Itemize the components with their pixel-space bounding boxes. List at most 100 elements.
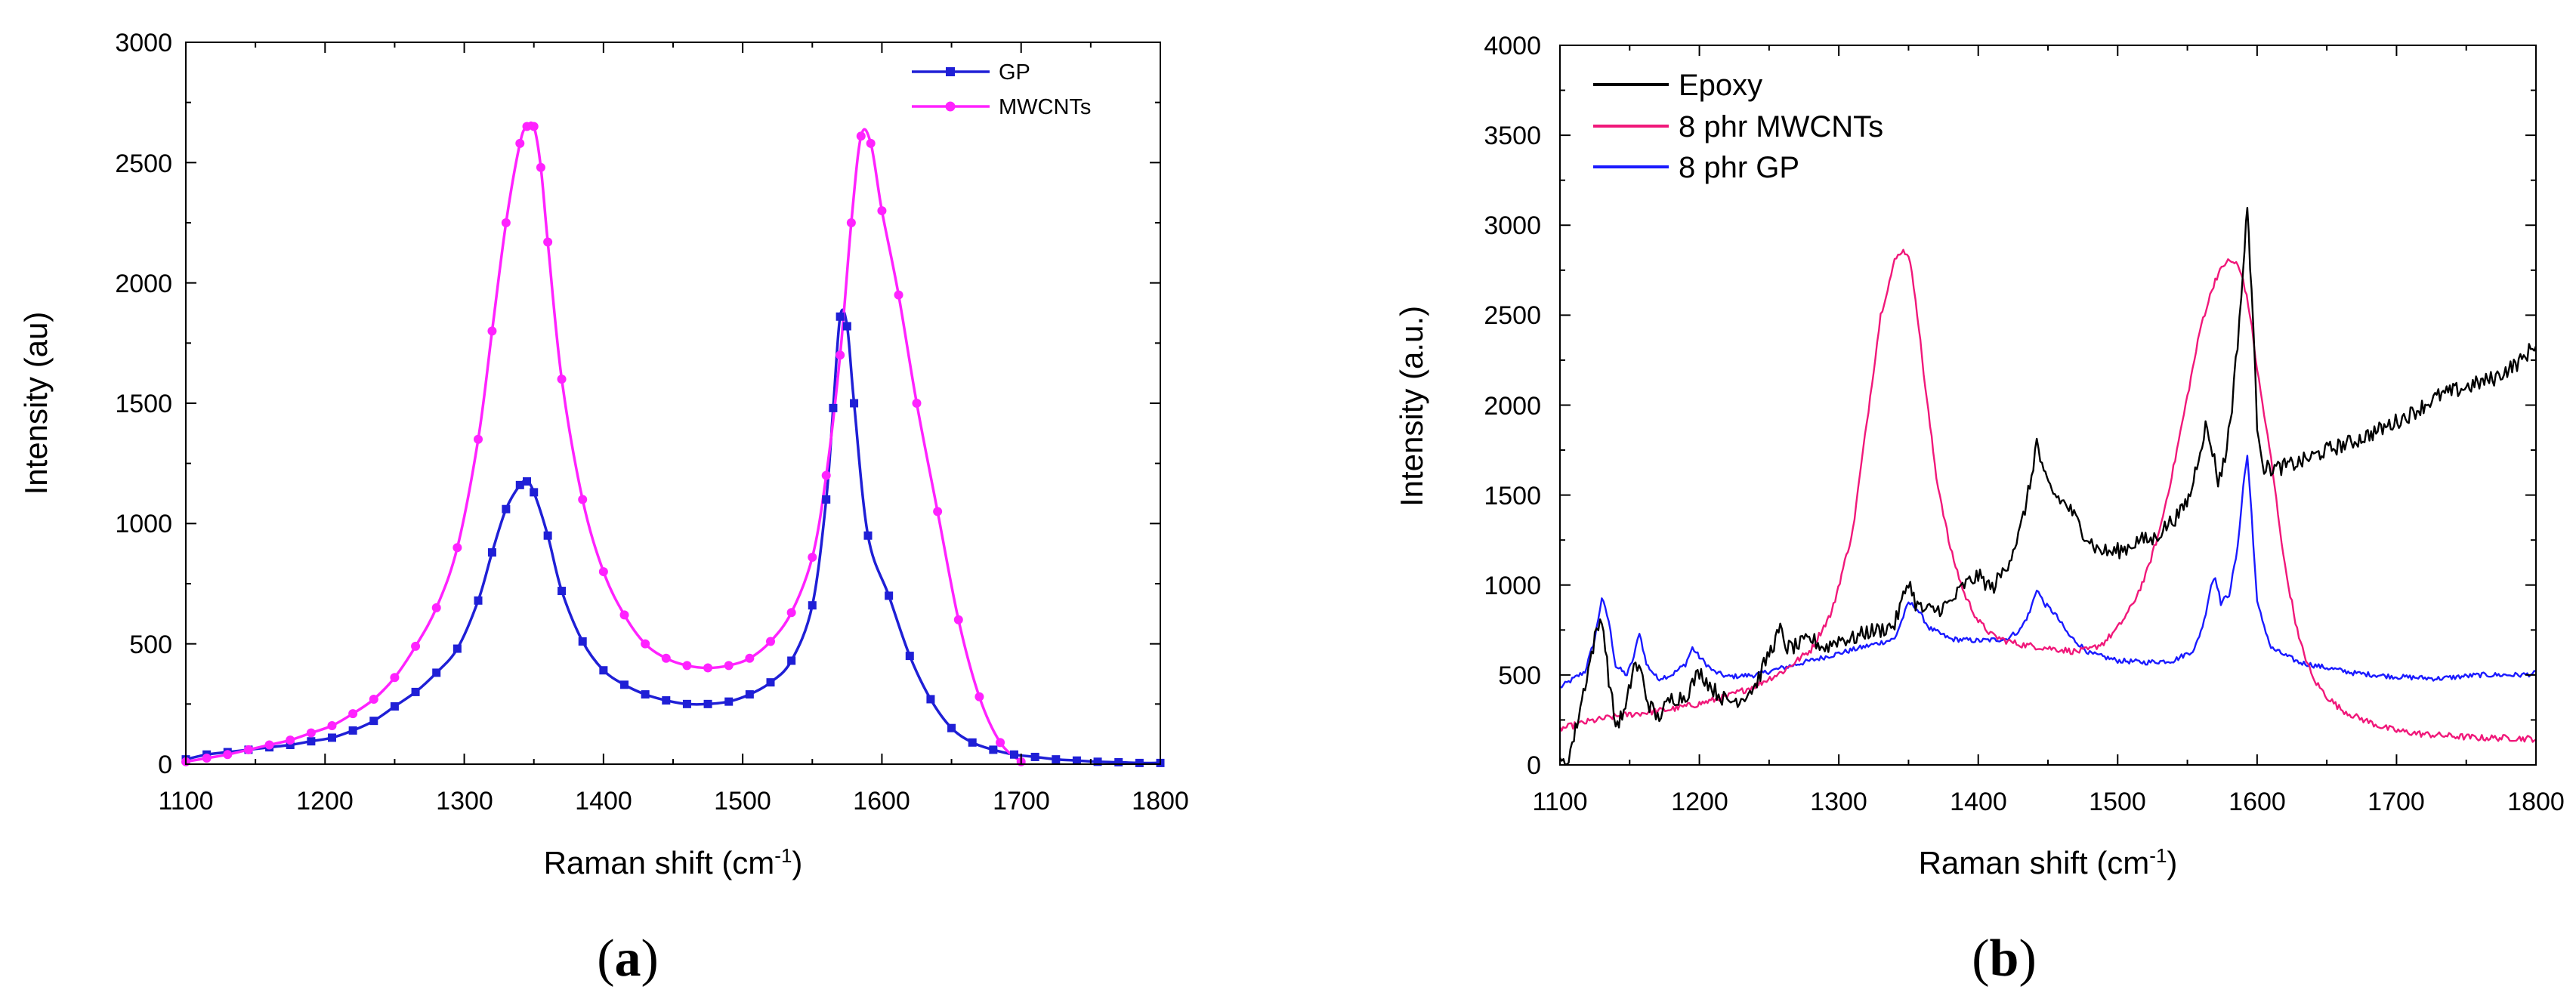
- data-point-gp: [745, 690, 754, 699]
- data-point-mwcnts: [912, 399, 922, 408]
- panel-a-y-tick-label: 3000: [115, 29, 172, 57]
- legend-item-8-phr-mwcnts: 8 phr MWCNTs: [1593, 110, 1883, 143]
- data-point-mwcnts: [766, 637, 775, 646]
- data-point-mwcnts: [598, 567, 608, 577]
- panel-b-y-tick-label: 1000: [1484, 572, 1541, 600]
- legend-marker-gp: [946, 67, 955, 76]
- legend-item-epoxy: Epoxy: [1593, 69, 1762, 102]
- panel-b-x-axis-title-sup: -1: [2149, 844, 2167, 867]
- panel-a-y-axis-title: Intensity (au): [18, 312, 54, 495]
- data-point-gp: [829, 403, 838, 412]
- data-point-mwcnts: [808, 552, 817, 562]
- data-point-gp: [863, 531, 873, 540]
- panel-b-x-tick-label: 1700: [2368, 788, 2425, 816]
- data-point-mwcnts: [724, 661, 734, 671]
- panel-a-label-paren-close: ): [641, 930, 659, 988]
- panel-b-x-tick-label: 1100: [1532, 788, 1587, 816]
- panel-b-series-layer: [1558, 207, 2537, 766]
- panel-a-y-tick-label: 2500: [115, 150, 172, 178]
- data-point-gp: [599, 666, 608, 675]
- panel-a-x-axis-title-sup: -1: [774, 844, 792, 867]
- data-point-gp: [703, 699, 712, 708]
- data-point-gp: [822, 495, 831, 504]
- panel-b-x-tick-label: 1600: [2229, 788, 2286, 816]
- data-point-mwcnts: [953, 615, 963, 624]
- data-point-gp: [662, 696, 671, 705]
- data-point-gp: [1135, 758, 1144, 767]
- data-point-gp: [989, 745, 998, 754]
- data-point-gp: [432, 668, 441, 677]
- data-point-gp: [307, 737, 316, 746]
- data-point-mwcnts: [286, 735, 295, 745]
- panel-b-y-tick-label: 3500: [1484, 122, 1541, 150]
- panel-a-label-letter: a: [615, 930, 641, 988]
- data-point-gp: [286, 741, 295, 750]
- data-point-mwcnts: [487, 326, 497, 336]
- panel-a-x-axis-title-main: Raman shift (cm: [544, 845, 775, 880]
- panel-a-marker-layer: [181, 122, 1165, 767]
- panel-b-y-tick-label: 500: [1498, 661, 1541, 690]
- data-point-gp: [947, 723, 956, 732]
- panel-a-x-tick-label: 1500: [714, 787, 771, 816]
- panel-a-x-tick-label: 1300: [436, 787, 493, 816]
- panel-b-x-tick-label: 1500: [2089, 788, 2146, 816]
- data-point-mwcnts: [327, 721, 337, 731]
- data-point-gp: [487, 548, 496, 557]
- data-point-gp: [766, 678, 775, 687]
- panel-b-y-axis-title: Intensity (a.u.): [1394, 306, 1429, 507]
- panel-a-y-tick-label: 1500: [115, 390, 172, 418]
- series-line-mwcnts: [185, 121, 1022, 763]
- panel-a-x-tick-label: 1800: [1132, 787, 1189, 816]
- legend-label-mwcnts: MWCNTs: [999, 95, 1091, 119]
- data-point-mwcnts: [933, 507, 943, 516]
- panel-b-y-tick-label: 4000: [1484, 32, 1541, 60]
- data-point-gp: [452, 644, 462, 653]
- panel-a-y-tick-label: 2000: [115, 270, 172, 298]
- data-point-gp: [558, 587, 567, 596]
- data-point-mwcnts: [515, 138, 525, 148]
- panel-a-y-tick-label: 1000: [115, 510, 172, 538]
- data-point-gp: [836, 312, 845, 321]
- data-point-mwcnts: [202, 754, 212, 763]
- series-line-8-phr-gp: [1559, 455, 2537, 689]
- data-point-gp: [905, 652, 914, 661]
- data-point-gp: [787, 656, 796, 665]
- data-point-gp: [1093, 757, 1102, 766]
- panel-b-label-paren-open: (: [1972, 930, 1989, 988]
- legend-label-gp: GP: [999, 60, 1030, 85]
- data-point-mwcnts: [877, 206, 887, 216]
- panel-a-label: (a): [597, 930, 659, 988]
- series-line-gp: [185, 308, 1161, 765]
- panel-b-label: (b): [1972, 930, 2037, 988]
- panel-a-x-tick-label: 1200: [296, 787, 354, 816]
- panel-a-series-layer: [185, 121, 1161, 765]
- panel-b-y-tick-label: 2500: [1484, 301, 1541, 330]
- panel-a-y-tick-label: 500: [129, 631, 172, 659]
- data-point-mwcnts: [682, 661, 692, 671]
- data-point-mwcnts: [703, 663, 713, 673]
- panel-a-x-tick-label: 1700: [993, 787, 1050, 816]
- data-point-mwcnts: [996, 738, 1005, 748]
- panel-a-x-tick-label: 1600: [853, 787, 910, 816]
- panel-b-label-paren-close: ): [2018, 930, 2036, 988]
- data-point-gp: [620, 680, 629, 689]
- data-point-mwcnts: [821, 470, 831, 480]
- data-point-mwcnts: [619, 610, 629, 620]
- panel-b-y-tick-label: 2000: [1484, 392, 1541, 421]
- data-point-gp: [1072, 756, 1081, 765]
- data-point-mwcnts: [856, 131, 866, 141]
- legend-item-8-phr-gp: 8 phr GP: [1593, 151, 1799, 184]
- panel-a-ticks: [185, 42, 1161, 765]
- panel-b-y-tick-label: 3000: [1484, 211, 1541, 240]
- data-point-mwcnts: [974, 692, 984, 701]
- panel-b-x-axis-title: Raman shift (cm-1): [1919, 844, 2178, 880]
- data-point-mwcnts: [348, 709, 358, 719]
- panel-b-label-letter: b: [1990, 930, 2019, 988]
- panel-a-chart: 0 500 1000 1500 2000 2500 3000 1100 1200…: [18, 29, 1189, 988]
- data-point-mwcnts: [501, 218, 511, 227]
- data-point-mwcnts: [522, 122, 532, 131]
- data-point-mwcnts: [243, 745, 253, 754]
- panel-b-x-tick-label: 1800: [2507, 788, 2565, 816]
- data-point-gp: [543, 531, 552, 540]
